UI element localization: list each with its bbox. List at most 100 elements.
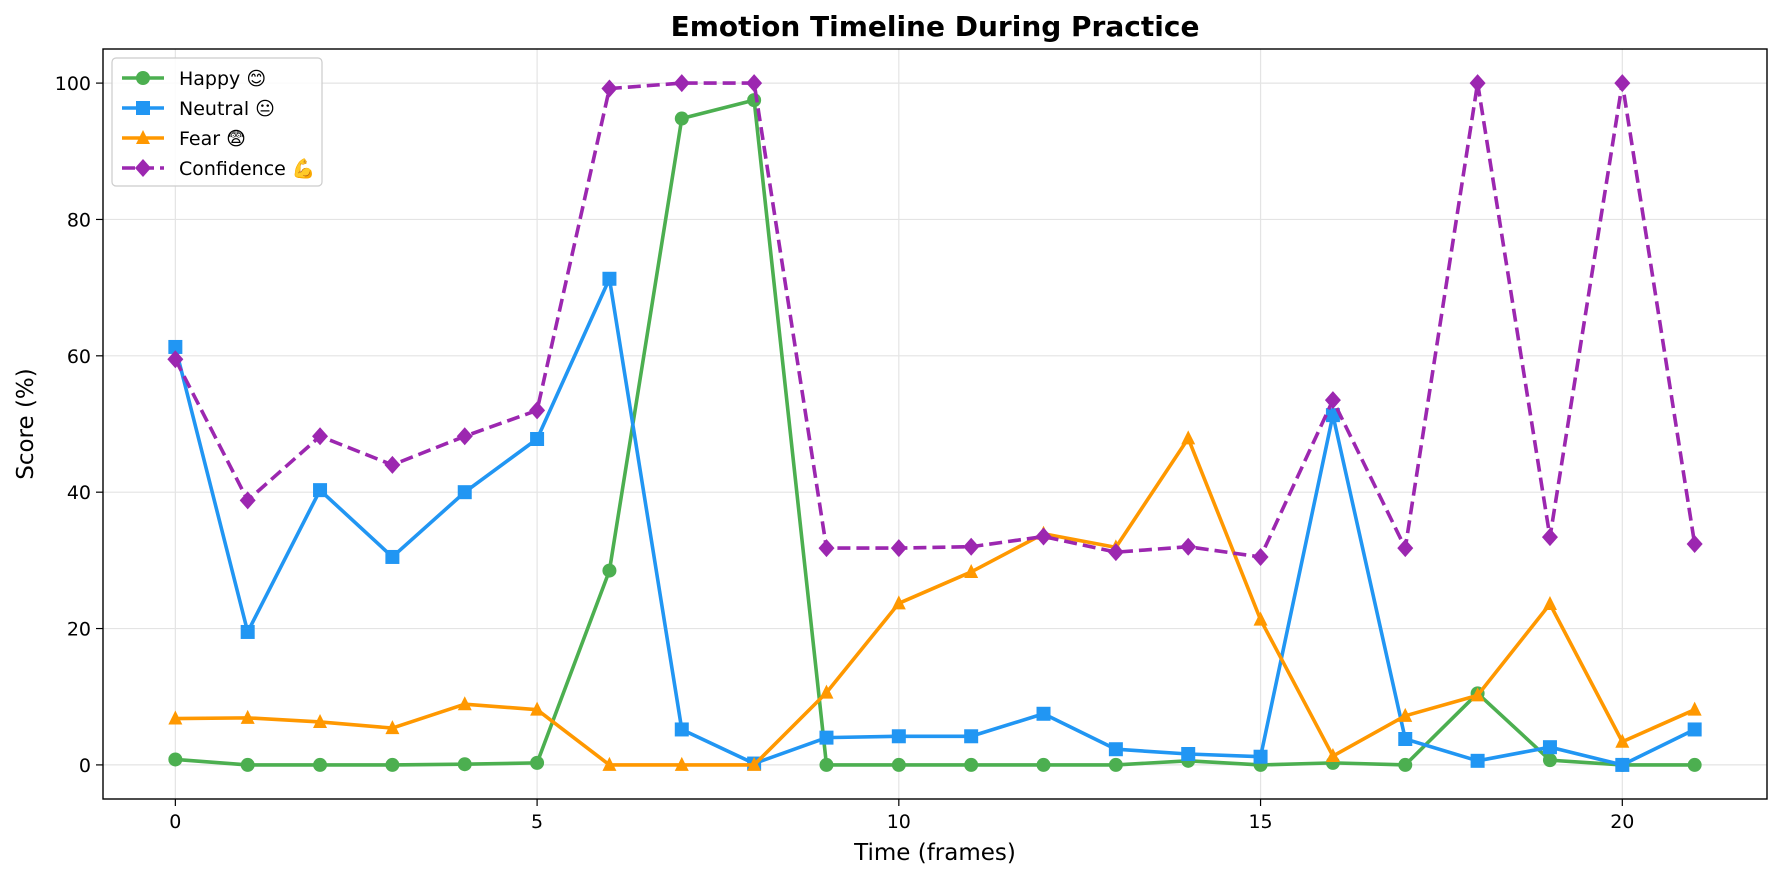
data-point [457, 757, 472, 772]
data-point [1687, 757, 1702, 772]
data-point [530, 432, 545, 446]
data-point [1108, 742, 1123, 757]
legend-swatch-marker [136, 71, 150, 85]
data-point [891, 729, 906, 744]
data-point [530, 701, 545, 716]
data-point [385, 757, 400, 772]
data-point [1325, 408, 1340, 423]
data-point [674, 722, 689, 737]
data-point [1542, 740, 1557, 755]
data-point [1398, 732, 1413, 746]
data-point [1469, 74, 1486, 93]
data-point [1470, 687, 1485, 702]
data-point [963, 537, 980, 556]
chart-title: Emotion Timeline During Practice [671, 10, 1200, 43]
data-point [385, 720, 400, 735]
data-point [1181, 430, 1196, 445]
y-tick-label: 40 [67, 482, 91, 504]
data-point [1615, 733, 1630, 748]
data-point [1325, 748, 1340, 763]
data-point [1687, 722, 1702, 737]
data-point [1397, 539, 1414, 558]
legend-label: Fear 😨 [179, 128, 246, 150]
legend-swatch-marker [136, 130, 150, 144]
data-point [890, 539, 907, 558]
data-point [891, 757, 906, 772]
series-1 [168, 271, 1702, 772]
data-point [1252, 547, 1269, 566]
data-point [746, 74, 763, 93]
data-point [1036, 706, 1051, 721]
data-point [674, 756, 689, 771]
series-line [173, 81, 1697, 559]
axis-ticks: 0 5 10 15 20 0 20 40 60 80 100 [55, 73, 1635, 833]
y-tick-label: 0 [79, 755, 91, 777]
x-tick-label: 0 [169, 811, 181, 833]
legend-label: Neutral 😐 [179, 98, 275, 120]
data-point [529, 401, 546, 420]
data-point [1687, 701, 1702, 716]
data-point [1686, 535, 1703, 553]
grid-lines [103, 49, 1767, 799]
legend-item: Neutral 😐 [122, 98, 275, 120]
data-point [1542, 753, 1557, 768]
data-point [457, 485, 472, 500]
x-tick-label: 10 [887, 811, 911, 833]
data-point [1398, 707, 1413, 722]
legend-label: Confidence 💪 [179, 157, 316, 180]
data-point [1615, 757, 1630, 772]
data-point [313, 713, 328, 728]
y-tick-label: 100 [55, 73, 91, 95]
data-point [457, 696, 472, 711]
data-point [674, 111, 689, 126]
data-point [239, 491, 256, 510]
legend-label: Happy 😊 [179, 68, 266, 90]
series-3 [167, 74, 1703, 566]
plot-frame [102, 48, 1768, 800]
data-point [1542, 596, 1557, 610]
legend: Happy 😊 Neutral 😐 Fear 😨 Confidence 💪 [111, 57, 323, 187]
data-point [313, 757, 328, 772]
y-tick-label: 20 [67, 619, 91, 641]
data-point [1036, 757, 1051, 772]
data-point [456, 427, 473, 446]
data-point [673, 74, 690, 93]
data-point [168, 752, 183, 767]
data-point [312, 427, 329, 446]
data-point [384, 455, 401, 474]
y-axis-label: Score (%) [13, 368, 39, 480]
data-point [602, 756, 617, 771]
data-point [1180, 537, 1197, 556]
series-line [175, 436, 1696, 767]
data-point [602, 271, 617, 286]
data-point [168, 710, 183, 725]
data-point [818, 539, 835, 558]
data-point [891, 595, 906, 610]
x-tick-label: 20 [1610, 811, 1634, 833]
data-point [1470, 753, 1485, 768]
data-point [313, 483, 328, 498]
x-tick-label: 15 [1248, 811, 1272, 833]
data-point [240, 757, 255, 772]
data-point [1107, 543, 1124, 562]
data-point [747, 756, 762, 771]
legend-box [111, 57, 323, 187]
data-point [602, 563, 617, 578]
x-axis-label: Time (frames) [853, 840, 1016, 866]
legend-swatch-marker [136, 101, 150, 115]
legend-item: Fear 😨 [122, 128, 246, 150]
legend-item: Happy 😊 [122, 68, 266, 90]
data-point [1253, 611, 1268, 626]
data-point [964, 563, 979, 578]
data-point [964, 757, 979, 772]
data-point [167, 350, 184, 369]
x-tick-label: 5 [531, 811, 543, 833]
legend-swatch-marker [135, 159, 151, 177]
data-point [168, 339, 183, 354]
data-point [747, 93, 762, 108]
data-point [1398, 757, 1413, 772]
data-point [819, 684, 834, 699]
data-point [819, 757, 834, 772]
y-tick-label: 60 [67, 346, 91, 368]
